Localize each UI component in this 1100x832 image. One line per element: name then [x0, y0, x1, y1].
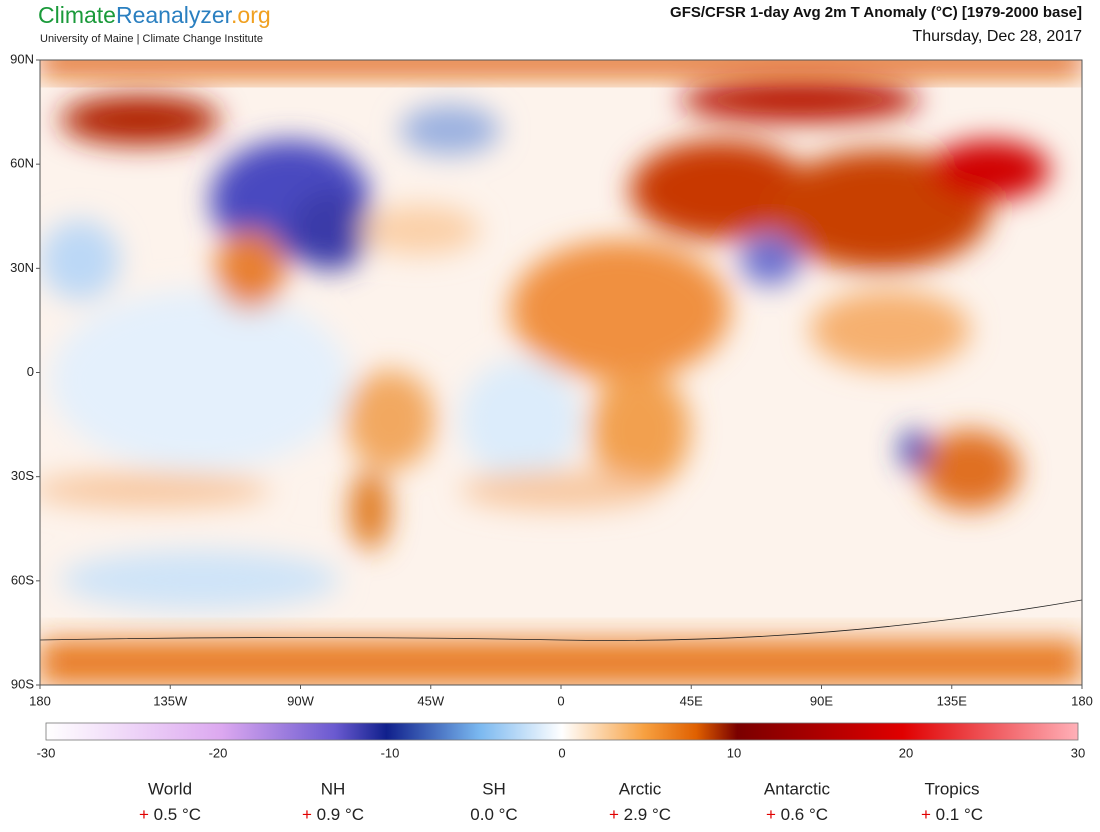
- colorbar-label: 30: [1071, 745, 1085, 760]
- lat-label: 90N: [10, 51, 34, 66]
- colorbar-label: -20: [209, 745, 228, 760]
- stat-number: 2.9 °C: [624, 805, 671, 824]
- lon-label: 135W: [153, 693, 188, 708]
- stat-sign: +: [139, 805, 154, 824]
- lon-label: 180: [1071, 693, 1093, 708]
- stat-sign: +: [766, 805, 781, 824]
- stat-number: 0.9 °C: [317, 805, 364, 824]
- title: GFS/CFSR 1-day Avg 2m T Anomaly (°C) [19…: [670, 4, 1082, 21]
- stat-number: 0.0 °C: [470, 805, 517, 824]
- stat-value: + 0.5 °C: [139, 805, 201, 824]
- lon-label: 0: [557, 693, 564, 708]
- colorbar-label: 20: [899, 745, 913, 760]
- lat-label: 90S: [11, 676, 34, 691]
- colorbar-labels: -30 -20 -10 0 10 20 30: [37, 745, 1086, 760]
- lon-label: 180: [29, 693, 51, 708]
- stat-sign: +: [921, 805, 936, 824]
- stat-value: + 0.6 °C: [766, 805, 828, 824]
- stat-number: 0.5 °C: [154, 805, 201, 824]
- stat-value: + 0.9 °C: [302, 805, 364, 824]
- stat-number: 0.1 °C: [936, 805, 983, 824]
- stat-value: + 0.1 °C: [921, 805, 983, 824]
- colorbar-label: -10: [381, 745, 400, 760]
- lat-label: 30S: [11, 468, 34, 483]
- lat-label: 30N: [10, 260, 34, 275]
- stat-number: 0.6 °C: [781, 805, 828, 824]
- stat-sign: +: [609, 805, 624, 824]
- lat-label: 60N: [10, 156, 34, 171]
- stat-value: 0.0 °C: [470, 805, 517, 824]
- stat-region: Antarctic: [764, 779, 831, 798]
- subtitle: University of Maine | Climate Change Ins…: [40, 33, 263, 45]
- logo: ClimateReanalyzer.org: [38, 2, 271, 28]
- colorbar-label: 0: [558, 745, 565, 760]
- colorbar: [45, 722, 1079, 741]
- stat-region: Arctic: [619, 779, 662, 798]
- colorbar-label: -30: [37, 745, 56, 760]
- lon-label: 135E: [937, 693, 968, 708]
- lon-label: 90E: [810, 693, 833, 708]
- stat-sign: +: [302, 805, 317, 824]
- stat-region: World: [148, 779, 192, 798]
- lon-label: 90W: [287, 693, 314, 708]
- lon-label: 45W: [417, 693, 444, 708]
- stat-region: NH: [321, 779, 346, 798]
- map: [40, 60, 1082, 685]
- date: Thursday, Dec 28, 2017: [912, 28, 1082, 45]
- stat-region: Tropics: [924, 779, 979, 798]
- stat-region: SH: [482, 779, 506, 798]
- colorbar-label: 10: [727, 745, 741, 760]
- lat-label: 60S: [11, 572, 34, 587]
- lat-label: 0: [27, 364, 34, 379]
- lon-axis: 180 135W 90W 45W 0 45E 90E 135E 180: [29, 685, 1093, 708]
- lat-axis: 90N 60N 30N 0 30S 60S 90S: [10, 51, 40, 691]
- stat-value: + 2.9 °C: [609, 805, 671, 824]
- lon-label: 45E: [680, 693, 703, 708]
